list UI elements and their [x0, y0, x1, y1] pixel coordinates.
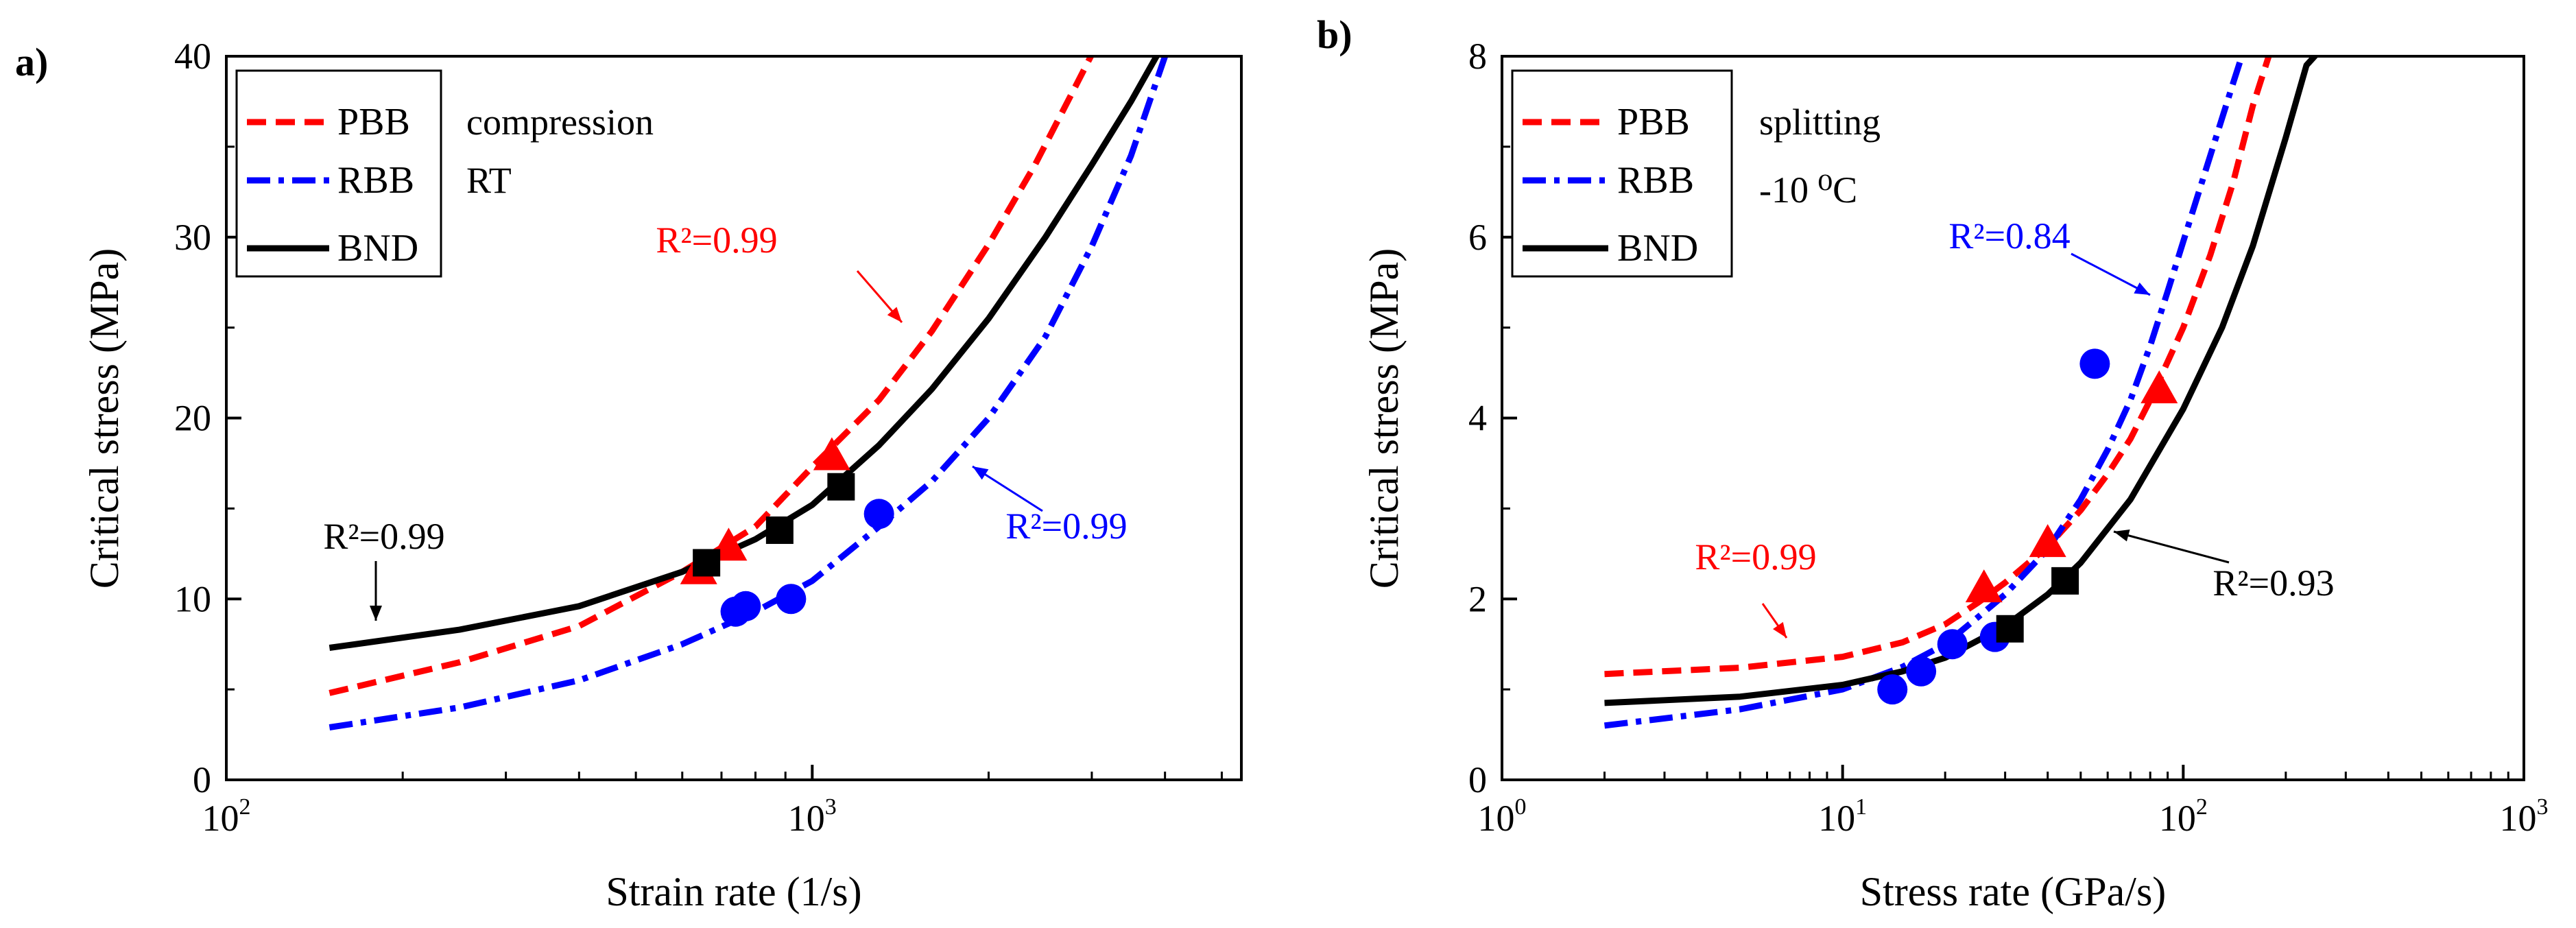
- y-tick-label-b: 8: [1468, 36, 1487, 77]
- data-point-pbb-b: [2029, 524, 2066, 558]
- data-point-rbb-b: [1937, 629, 1968, 660]
- legend-label-pbb-b: PBB: [1617, 101, 1690, 143]
- r2-arrow-bnd-b: [2113, 530, 2230, 564]
- data-point-rbb-b: [1906, 656, 1937, 687]
- fit-curves-a: [329, 56, 1168, 730]
- r2-label-rbb-b: R²=0.84: [1948, 215, 2070, 257]
- panel-label-a: a): [15, 40, 48, 84]
- x-tick-label-b: 102: [2159, 794, 2208, 839]
- y-tick-label-a: 10: [174, 578, 211, 619]
- data-point-pbb-a: [813, 437, 850, 471]
- data-point-bnd-b: [1996, 615, 2024, 643]
- legend-box-a: [235, 69, 442, 278]
- x-tick-label-b: 101: [1818, 794, 1867, 839]
- chart-panel-b-content: b) 0 2 4 6 8 100 101 102 103 Stress rate (GPa/s)…: [1317, 12, 2549, 914]
- legend-label-bnd-b: BND: [1617, 227, 1698, 270]
- r2-arrow-bnd-b-head: [2114, 529, 2130, 542]
- r2-label-pbb-b: R²=0.99: [1695, 536, 1816, 578]
- legend-label-rbb-b: RBB: [1617, 159, 1694, 202]
- y-tick-label-b: 6: [1468, 217, 1487, 258]
- data-point-rbb-b: [2079, 348, 2110, 379]
- r2-arrow-rbb-a-head: [973, 466, 989, 480]
- r2-label-bnd-b: R²=0.93: [2213, 562, 2334, 604]
- y-tick-label-a: 0: [193, 759, 211, 800]
- y-tick-label-b: 0: [1468, 759, 1487, 800]
- data-point-rbb-b: [1877, 674, 1908, 705]
- axis-ticks-a: 0 10 20 30 40 102 103: [174, 36, 1223, 839]
- legend-label-rbb-a: RBB: [337, 159, 414, 202]
- data-markers-b: [1877, 348, 2178, 705]
- data-point-bnd-a: [827, 473, 855, 501]
- fit-curve-pbb-a: [329, 56, 1095, 696]
- data-point-rbb-a: [730, 591, 761, 621]
- data-point-bnd-a: [693, 549, 721, 577]
- r2-arrow-rbb-b-head: [2134, 282, 2150, 295]
- y-axis-title-a: Critical stress (MPa): [82, 248, 127, 589]
- y-tick-label-a: 20: [174, 398, 211, 439]
- x-tick-label-b: 103: [2500, 794, 2549, 839]
- axis-ticks-b: 0 2 4 6 8 100 101 102 103: [1468, 36, 2549, 839]
- y-tick-label-b: 4: [1468, 398, 1487, 439]
- data-markers-a: [680, 437, 894, 627]
- legend-b: PBB RBB BND: [1511, 69, 1733, 278]
- data-point-bnd-b: [2051, 567, 2079, 595]
- legend-a: PBB RBB BND: [235, 69, 442, 278]
- data-point-bnd-a: [765, 516, 794, 545]
- legend-box-b: [1511, 69, 1733, 278]
- y-tick-label-a: 30: [174, 217, 211, 258]
- y-tick-label-b: 2: [1468, 578, 1487, 619]
- panel-label-b: b): [1317, 12, 1352, 57]
- fit-curve-bnd-a: [329, 56, 1160, 651]
- chart-panel-a-content: a) 0 10 20 30 40 102 103 Strain rate (1/s) Cri…: [15, 36, 1243, 914]
- r2-label-rbb-a: R²=0.99: [1005, 505, 1127, 547]
- r2-arrow-pbb-a-head: [887, 307, 902, 322]
- r2-arrow-bnd-a-head: [370, 606, 382, 621]
- data-point-pbb-b: [2140, 370, 2178, 403]
- y-tick-label-a: 40: [174, 36, 211, 77]
- y-axis-title-b: Critical stress (MPa): [1361, 248, 1407, 589]
- fit-curve-bnd-b: [1604, 56, 2319, 706]
- r2-annotations-a: R²=0.99 R²=0.99 R²=0.99: [323, 219, 1128, 621]
- r2-arrow-pbb-b-head: [1773, 621, 1787, 638]
- data-point-rbb-a: [776, 584, 807, 615]
- chart-panel-b: b) 0 2 4 6 8 100 101 102 103 Stress rate (GPa/s)…: [1317, 12, 2549, 914]
- fit-curve-pbb-b: [1604, 56, 2272, 678]
- note-test-type-b: splitting: [1759, 102, 1881, 143]
- note-temperature-a: RT: [466, 160, 512, 201]
- chart-panel-a: a) 0 10 20 30 40 102 103 Strain rate (1/s) Cri…: [15, 36, 1243, 914]
- fit-curves-b: [1603, 56, 2319, 729]
- r2-annotations-b: R²=0.99 R²=0.84 R²=0.93: [1695, 215, 2335, 639]
- legend-label-pbb-a: PBB: [337, 101, 410, 143]
- legend-label-bnd-a: BND: [337, 227, 418, 270]
- r2-label-pbb-a: R²=0.99: [656, 219, 777, 261]
- note-test-type-a: compression: [466, 102, 654, 143]
- note-temperature-b: -10 ⁰C: [1759, 169, 1857, 211]
- x-tick-label-b: 100: [1478, 794, 1527, 839]
- x-tick-label-a: 103: [788, 794, 837, 839]
- r2-label-bnd-a: R²=0.99: [323, 516, 444, 557]
- data-point-rbb-a: [863, 499, 894, 530]
- data-point-pbb-b: [1965, 569, 2003, 603]
- x-axis-title-a: Strain rate (1/s): [606, 869, 861, 914]
- x-tick-label-a: 102: [202, 794, 251, 839]
- x-axis-title-b: Stress rate (GPa/s): [1860, 869, 2167, 914]
